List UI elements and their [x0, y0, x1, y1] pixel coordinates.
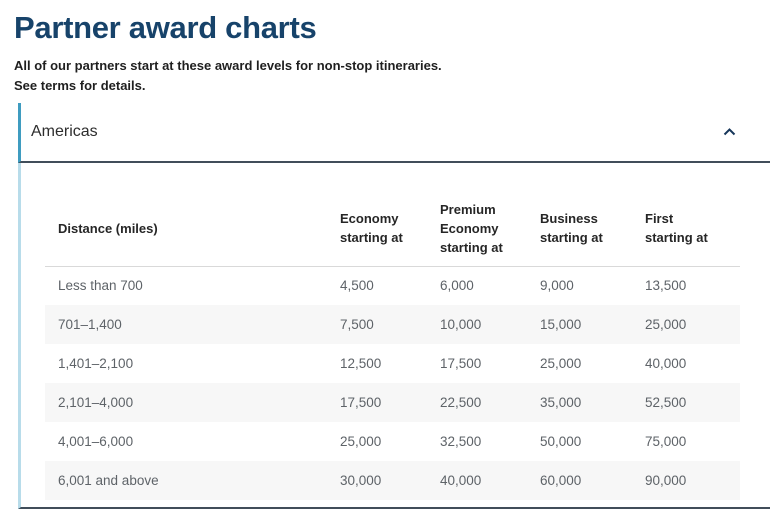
accordion-title: Americas	[31, 123, 98, 140]
award-chart-table: Distance (miles) Economy starting at Premi…	[45, 191, 740, 500]
column-header-3: Business starting at	[540, 191, 645, 267]
miles-value-cell: 25,000	[340, 434, 382, 449]
miles-value-cell: 25,000	[540, 356, 582, 371]
accordion-header-americas[interactable]: Americas	[18, 103, 770, 163]
miles-value-cell: 25,000	[645, 317, 687, 332]
miles-value-cell: 50,000	[540, 434, 582, 449]
table-header-row: Distance (miles) Economy starting at Premi…	[45, 191, 740, 267]
miles-value-cell: 9,000	[540, 278, 574, 294]
distance-cell: Less than 700	[58, 278, 143, 294]
distance-cell: 2,101–4,000	[58, 395, 134, 410]
miles-value-cell: 35,000	[540, 395, 582, 410]
miles-value-cell: 12,500	[340, 356, 382, 371]
column-header-2: Premium Economy starting at	[440, 191, 540, 267]
miles-value-cell: 40,000	[440, 473, 482, 488]
column-header-1: Economy starting at	[340, 191, 440, 267]
chevron-up-icon	[723, 128, 736, 136]
table-row: 701–1,400 7,500 10,000 15,000 25,000	[45, 305, 740, 344]
miles-value-cell: 10,000	[440, 317, 482, 332]
miles-value-cell: 17,500	[440, 356, 482, 371]
column-header-4: First starting at	[645, 191, 740, 267]
miles-value-cell: 22,500	[440, 395, 482, 410]
page-title: Partner award charts	[14, 10, 317, 45]
miles-value-cell: 17,500	[340, 395, 382, 410]
miles-value-cell: 30,000	[340, 473, 382, 488]
miles-value-cell: 7,500	[340, 317, 374, 332]
miles-value-cell: 4,500	[340, 278, 374, 294]
miles-value-cell: 90,000	[645, 473, 687, 488]
americas-accordion: Americas Distance (miles) Economy startin…	[18, 103, 770, 509]
distance-cell: 701–1,400	[58, 317, 122, 332]
page-subtitle: All of our partners start at these award…	[14, 56, 756, 96]
table-body: Less than 700 4,500 6,000 9,000 13,500 701–1,…	[45, 266, 740, 500]
miles-value-cell: 32,500	[440, 434, 482, 449]
miles-value-cell: 40,000	[645, 356, 687, 371]
miles-value-cell: 13,500	[645, 278, 687, 294]
table-row: 2,101–4,000 17,500 22,500 35,000 52,500	[45, 383, 740, 422]
table-row: Less than 700 4,500 6,000 9,000 13,500	[45, 266, 740, 305]
table-row: 6,001 and above 30,000 40,000 60,000 90,000	[45, 461, 740, 500]
table-row: 4,001–6,000 25,000 32,500 50,000 75,000	[45, 422, 740, 461]
page-header: Partner award charts All of our partners…	[0, 0, 770, 96]
subtitle-line-1: All of our partners start at these award…	[14, 58, 442, 73]
table-row: 1,401–2,100 12,500 17,500 25,000 40,000	[45, 344, 740, 383]
accordion-body: Distance (miles) Economy starting at Premi…	[18, 163, 770, 509]
column-header-0: Distance (miles)	[45, 191, 340, 267]
miles-value-cell: 52,500	[645, 395, 687, 410]
miles-value-cell: 75,000	[645, 434, 687, 449]
distance-cell: 6,001 and above	[58, 473, 159, 488]
miles-value-cell: 6,000	[440, 278, 474, 294]
distance-cell: 1,401–2,100	[58, 356, 134, 371]
miles-value-cell: 15,000	[540, 317, 582, 332]
subtitle-line-2: See terms for details.	[14, 78, 146, 93]
miles-value-cell: 60,000	[540, 473, 582, 488]
distance-cell: 4,001–6,000	[58, 434, 134, 449]
